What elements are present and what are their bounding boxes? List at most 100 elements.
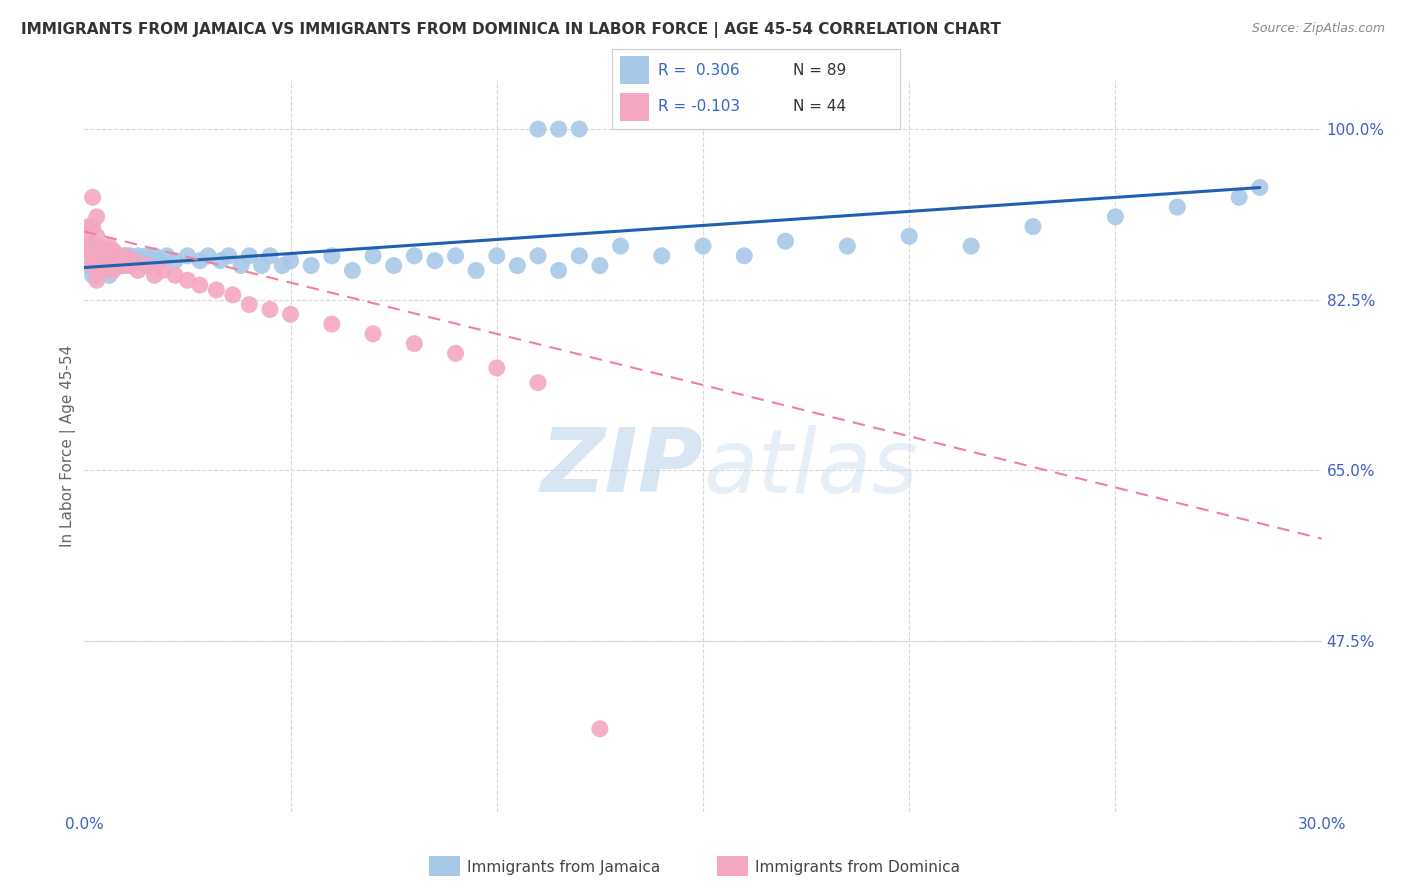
Point <box>238 249 260 263</box>
Point <box>103 244 125 258</box>
Point <box>86 259 108 273</box>
Point <box>90 253 112 268</box>
Point <box>131 253 153 268</box>
Point <box>94 244 117 258</box>
Point <box>114 249 136 263</box>
Point <box>82 244 104 258</box>
Point <box>82 268 104 283</box>
Point <box>90 244 112 258</box>
Point <box>86 244 108 258</box>
Point <box>94 263 117 277</box>
Point <box>156 249 179 263</box>
Point <box>122 253 145 268</box>
Point <box>103 249 125 263</box>
Point <box>114 249 136 263</box>
Point <box>98 259 121 273</box>
Point <box>86 259 108 273</box>
Point <box>86 253 108 268</box>
Point <box>127 263 149 277</box>
Point <box>165 268 187 283</box>
Point <box>527 376 550 390</box>
Point <box>90 244 112 258</box>
Point <box>98 259 121 273</box>
Text: atlas: atlas <box>703 425 918 511</box>
Point <box>444 249 467 263</box>
Point <box>444 346 467 360</box>
Point <box>1104 210 1126 224</box>
Point <box>547 263 569 277</box>
Point <box>103 244 125 258</box>
Point <box>568 122 591 136</box>
Point <box>361 326 384 341</box>
Point <box>82 190 104 204</box>
Point <box>110 249 132 263</box>
Point <box>143 268 166 283</box>
Point <box>568 249 591 263</box>
Point <box>77 239 100 253</box>
Point <box>82 249 104 263</box>
FancyBboxPatch shape <box>620 94 650 121</box>
Point <box>485 361 508 376</box>
Text: R = -0.103: R = -0.103 <box>658 99 740 114</box>
Point <box>77 249 100 263</box>
Point <box>105 259 128 273</box>
Point <box>94 263 117 277</box>
Point <box>404 249 426 263</box>
Point <box>209 253 232 268</box>
Point <box>82 239 104 253</box>
Point <box>404 336 426 351</box>
Text: R =  0.306: R = 0.306 <box>658 63 740 78</box>
Point <box>118 249 141 263</box>
Point <box>135 259 157 273</box>
Point <box>1249 180 1271 194</box>
Point <box>122 253 145 268</box>
Point <box>110 259 132 273</box>
Point <box>86 249 108 263</box>
Point <box>77 259 100 273</box>
Point <box>86 273 108 287</box>
Point <box>110 259 132 273</box>
Point <box>527 122 550 136</box>
Point <box>82 259 104 273</box>
Point <box>94 253 117 268</box>
Point <box>98 244 121 258</box>
Point <box>222 288 245 302</box>
Point <box>271 259 294 273</box>
Point <box>86 229 108 244</box>
Point <box>589 259 612 273</box>
Point <box>94 244 117 258</box>
Point <box>165 253 187 268</box>
Point <box>259 249 281 263</box>
Point <box>382 259 405 273</box>
Point <box>837 239 859 253</box>
Point <box>1166 200 1188 214</box>
Point <box>86 210 108 224</box>
Point <box>176 249 198 263</box>
Point <box>90 263 112 277</box>
Text: Immigrants from Dominica: Immigrants from Dominica <box>755 860 960 874</box>
Point <box>103 263 125 277</box>
Point <box>361 249 384 263</box>
Point <box>651 249 673 263</box>
Point <box>205 283 228 297</box>
Point <box>321 317 343 331</box>
Text: ZIP: ZIP <box>540 425 703 511</box>
Point <box>176 273 198 287</box>
Point <box>152 263 174 277</box>
Point <box>94 249 117 263</box>
Point <box>82 253 104 268</box>
Point <box>589 722 612 736</box>
Point <box>98 268 121 283</box>
Text: IMMIGRANTS FROM JAMAICA VS IMMIGRANTS FROM DOMINICA IN LABOR FORCE | AGE 45-54 C: IMMIGRANTS FROM JAMAICA VS IMMIGRANTS FR… <box>21 22 1001 38</box>
Point <box>218 249 240 263</box>
Text: Source: ZipAtlas.com: Source: ZipAtlas.com <box>1251 22 1385 36</box>
Point <box>77 234 100 248</box>
Text: Immigrants from Jamaica: Immigrants from Jamaica <box>467 860 659 874</box>
Point <box>135 249 157 263</box>
Point <box>86 268 108 283</box>
Point <box>238 297 260 311</box>
Text: N = 89: N = 89 <box>793 63 846 78</box>
Point <box>143 249 166 263</box>
Point <box>188 253 211 268</box>
Point <box>90 249 112 263</box>
